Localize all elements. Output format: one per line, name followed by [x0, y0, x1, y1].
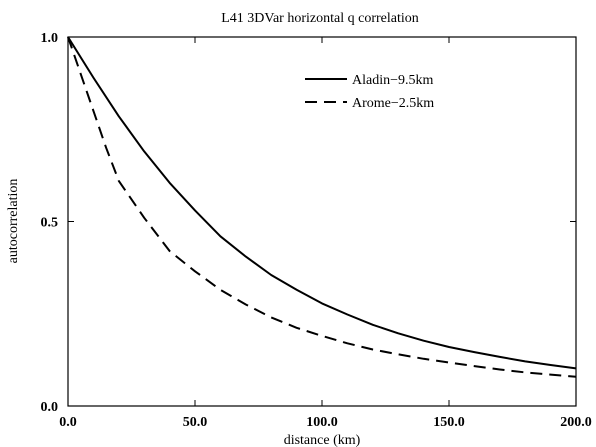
x-axis-label: distance (km)	[284, 433, 361, 447]
x-tick-label: 50.0	[183, 415, 208, 430]
series-line-aladin	[67, 36, 577, 370]
y-tick-label: 0.0	[41, 400, 59, 415]
series-lines	[67, 36, 577, 378]
axis-tick-labels: 0.0 50.0 100.0 150.0 200.0 0.0 0.5 1.0	[41, 31, 592, 430]
chart-title: L41 3DVar horizontal q correlation	[221, 11, 419, 26]
x-tick-label: 100.0	[306, 415, 338, 430]
axis-ticks	[67, 36, 577, 407]
plot-frame	[67, 36, 577, 407]
x-tick-label: 200.0	[560, 415, 592, 430]
legend-label: Aladin−9.5km	[352, 73, 433, 88]
series-line-arome	[67, 36, 577, 378]
legend-label: Arome−2.5km	[352, 96, 434, 111]
y-axis-label: autocorrelation	[6, 179, 21, 264]
legend: Aladin−9.5km Arome−2.5km	[305, 73, 434, 111]
y-tick-label: 1.0	[41, 31, 59, 46]
y-tick-label: 0.5	[41, 216, 59, 231]
x-tick-label: 0.0	[59, 415, 77, 430]
x-tick-label: 150.0	[433, 415, 465, 430]
